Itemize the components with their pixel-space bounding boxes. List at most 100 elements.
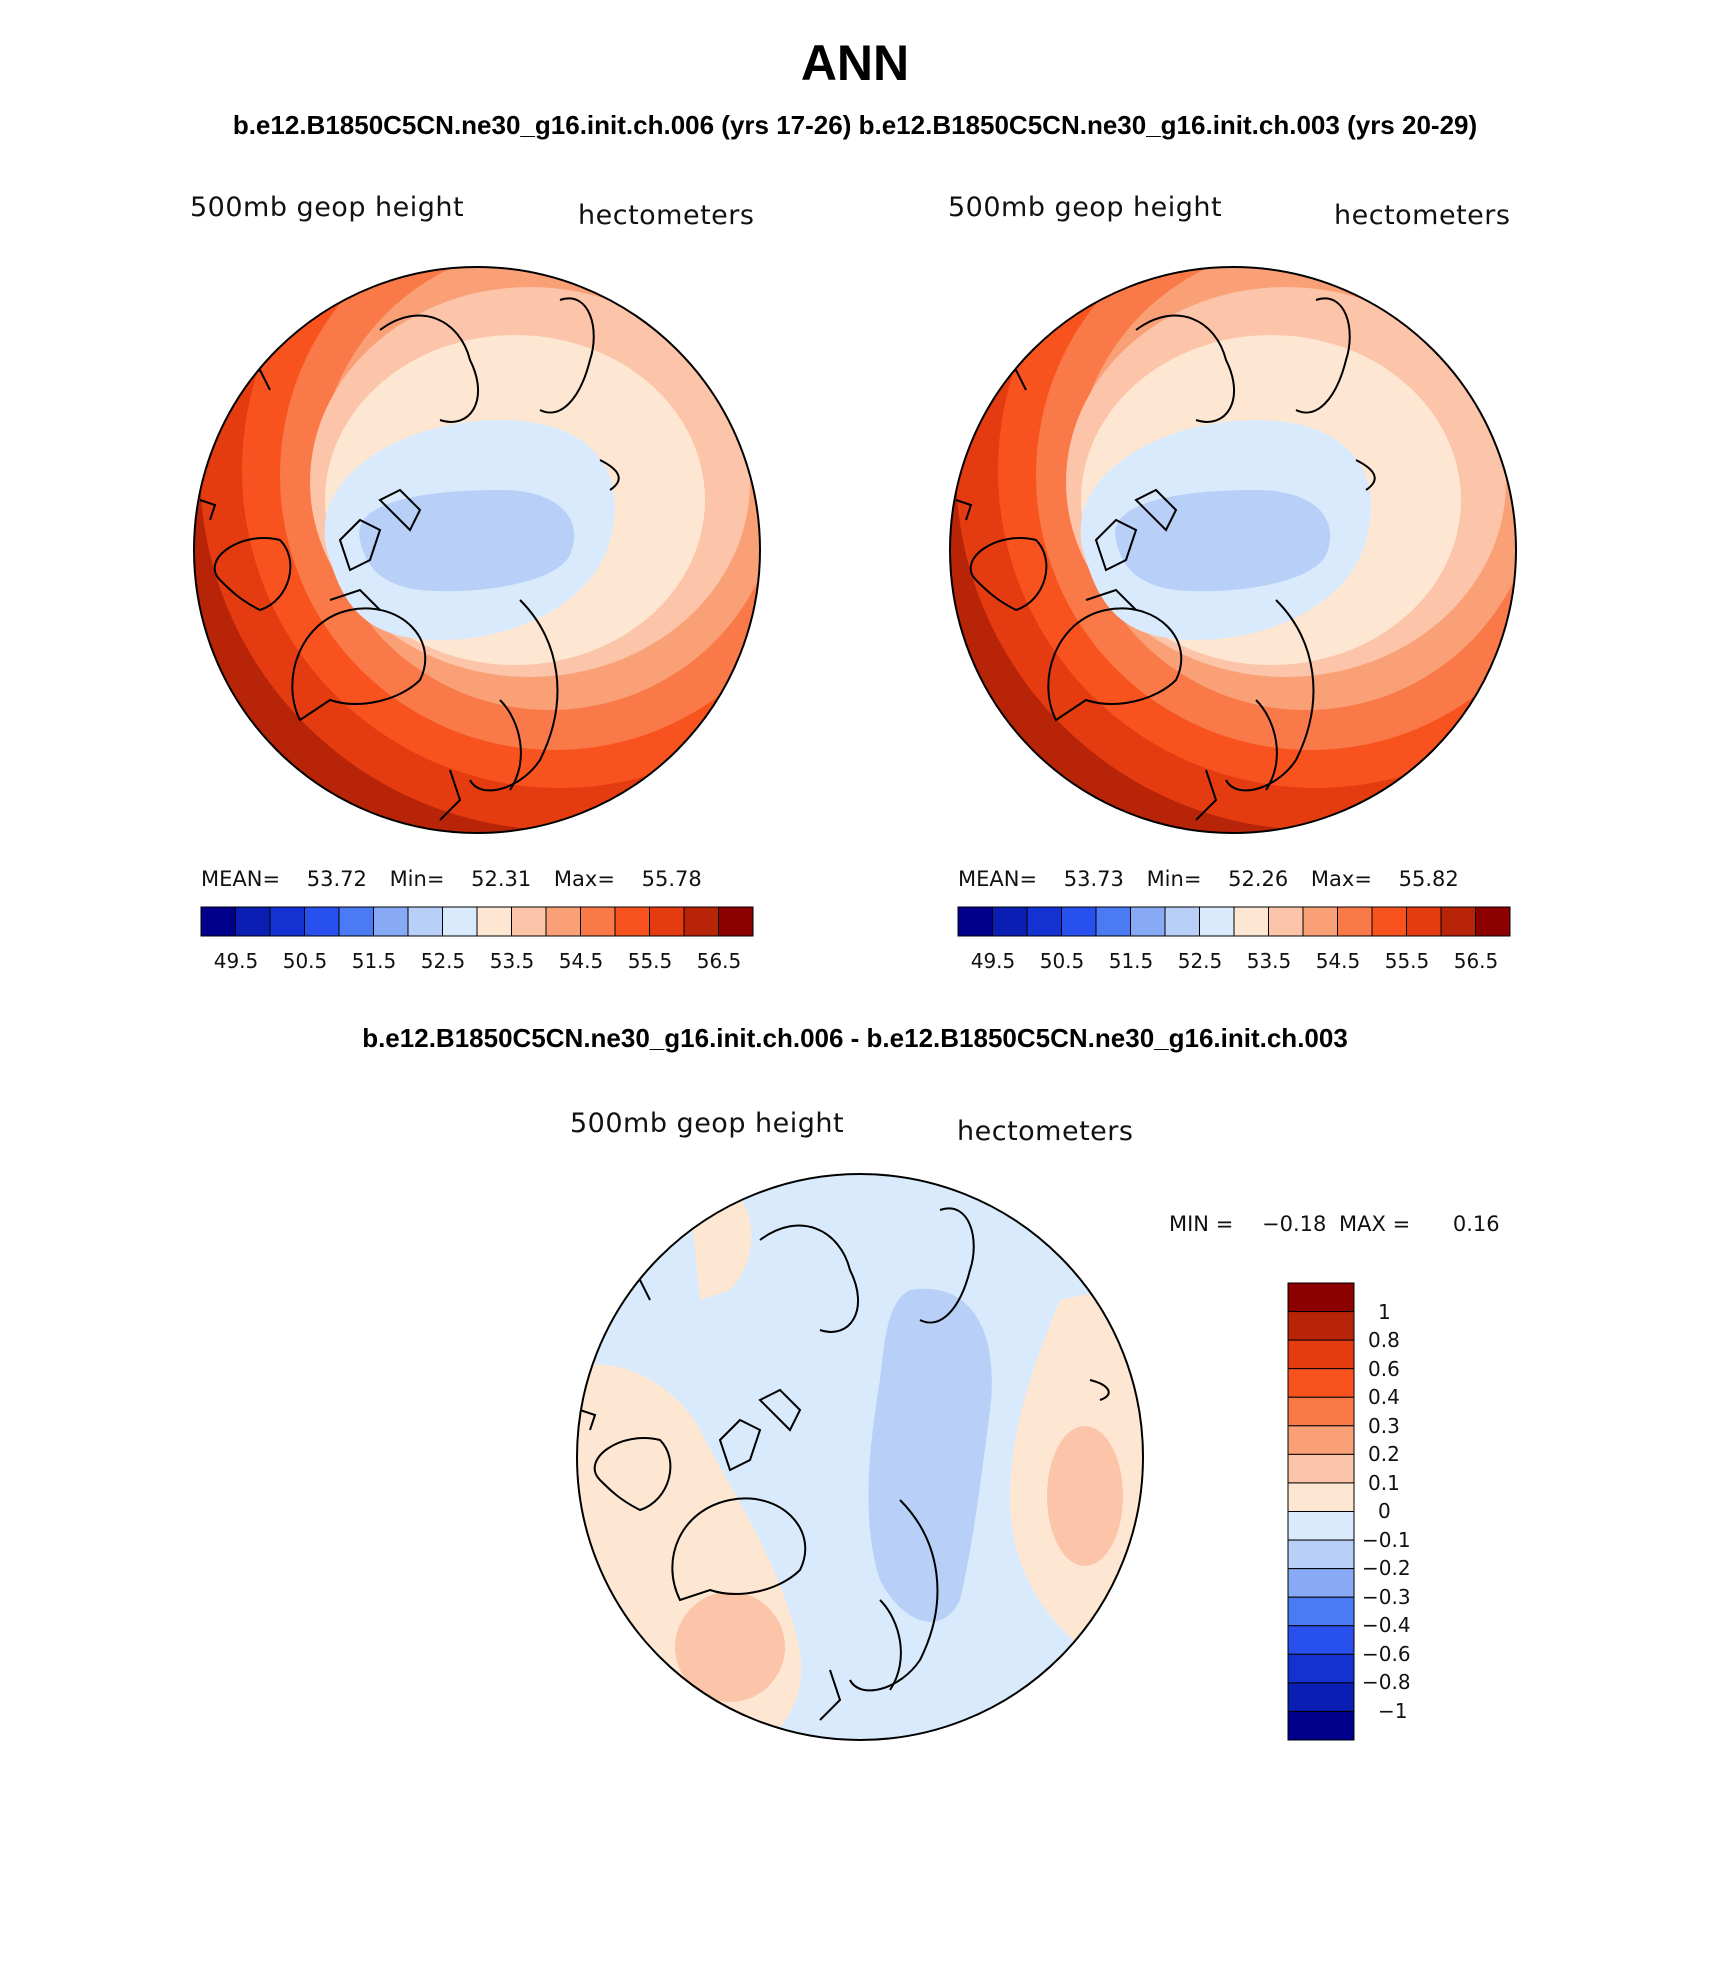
colorbar-tick: 56.5 xyxy=(696,949,742,973)
min-label: Min= xyxy=(1146,867,1202,891)
colorbar-swatch xyxy=(1371,906,1407,937)
max-value: 55.78 xyxy=(641,867,702,891)
diff-max-label: MAX = xyxy=(1339,1212,1411,1236)
diff-map xyxy=(577,1174,1143,1740)
colorbar-tick: −0.1 xyxy=(1362,1528,1411,1552)
colorbar-tick: 55.5 xyxy=(627,949,673,973)
colorbar-tick: 55.5 xyxy=(1384,949,1430,973)
colorbar-tick: 0.4 xyxy=(1368,1385,1400,1409)
colorbar-swatch xyxy=(235,906,271,937)
panel-b-variable: 500mb geop height xyxy=(948,192,1223,223)
colorbar-swatch xyxy=(373,906,409,937)
diff-stats: MIN = −0.18 MAX = 0.16 xyxy=(1169,1212,1500,1236)
colorbar-swatch xyxy=(1287,1425,1355,1455)
colorbar-tick: −0.6 xyxy=(1362,1642,1411,1666)
colorbar-swatch xyxy=(1199,906,1235,937)
colorbar-swatch xyxy=(614,906,650,937)
colorbar-swatch xyxy=(957,906,993,937)
mean-label: MEAN= xyxy=(958,867,1038,891)
colorbar-swatch xyxy=(1268,906,1304,937)
colorbar-swatch xyxy=(200,906,236,937)
colorbar-tick: 52.5 xyxy=(1177,949,1223,973)
colorbar-swatch xyxy=(1026,906,1062,937)
colorbar-tick: −0.4 xyxy=(1362,1613,1411,1637)
colorbar-swatch xyxy=(1287,1511,1355,1541)
colorbar-tick: 0.3 xyxy=(1368,1414,1400,1438)
colorbar-swatch xyxy=(718,906,754,937)
coastlines xyxy=(199,297,620,821)
min-value: 52.26 xyxy=(1228,867,1289,891)
colorbar-swatch xyxy=(1287,1596,1355,1627)
colorbar-swatch xyxy=(1287,1568,1355,1598)
min-value: 52.31 xyxy=(471,867,532,891)
colorbar-swatch xyxy=(1095,906,1131,937)
colorbar-tick: 0.6 xyxy=(1368,1357,1400,1381)
colorbar-tick: 0.2 xyxy=(1368,1442,1400,1466)
contour-band xyxy=(359,490,575,592)
panel-b-map-border xyxy=(949,266,1517,834)
colorbar-swatch xyxy=(1337,906,1373,937)
colorbar-swatch xyxy=(1287,1710,1355,1741)
colorbar-swatch xyxy=(1287,1482,1355,1512)
colorbar-swatch xyxy=(1287,1682,1355,1712)
diff-map-border xyxy=(576,1173,1144,1741)
panel-a-colorbar xyxy=(200,906,754,937)
colorbar-swatch xyxy=(1287,1311,1355,1341)
contour-band xyxy=(1115,490,1331,592)
panel-b-map xyxy=(950,267,1516,833)
coastlines xyxy=(955,297,1376,821)
colorbar-swatch xyxy=(338,906,374,937)
max-value: 55.82 xyxy=(1398,867,1459,891)
colorbar-swatch xyxy=(1287,1539,1355,1570)
panel-a-stats: MEAN= 53.72 Min= 52.31 Max= 55.78 xyxy=(201,867,702,891)
subtitle-case-a: b.e12.B1850C5CN.ne30_g16.init.ch.006 (yr… xyxy=(232,110,852,140)
contour-band xyxy=(1047,1426,1123,1566)
colorbar-swatch xyxy=(442,906,478,937)
colorbar-tick: 53.5 xyxy=(489,949,535,973)
colorbar-tick: 49.5 xyxy=(213,949,259,973)
min-label: Min= xyxy=(389,867,445,891)
diff-min-label: MIN = xyxy=(1169,1212,1234,1236)
colorbar-swatch xyxy=(511,906,547,937)
colorbar-swatch xyxy=(1302,906,1338,937)
diff-min-value: −0.18 xyxy=(1261,1212,1327,1236)
mean-value: 53.72 xyxy=(306,867,367,891)
mean-value: 53.73 xyxy=(1063,867,1124,891)
diff-max-value: 0.16 xyxy=(1452,1212,1500,1236)
max-label: Max= xyxy=(553,867,615,891)
subtitle-case-b: b.e12.B1850C5CN.ne30_g16.init.ch.003 (yr… xyxy=(858,110,1478,140)
colorbar-tick: −0.3 xyxy=(1362,1585,1411,1609)
diff-units: hectometers xyxy=(957,1116,1134,1147)
colorbar-swatch xyxy=(683,906,719,937)
panel-a-map xyxy=(194,267,760,833)
colorbar-tick: 53.5 xyxy=(1246,949,1292,973)
contour-band xyxy=(868,1288,992,1622)
colorbar-swatch xyxy=(580,906,616,937)
colorbar-swatch xyxy=(1287,1396,1355,1427)
colorbar-swatch xyxy=(1287,1625,1355,1655)
colorbar-tick: 0.8 xyxy=(1368,1328,1400,1352)
coastlines xyxy=(579,1207,1110,1721)
diff-colorbar xyxy=(1287,1282,1355,1741)
colorbar-swatch xyxy=(545,906,581,937)
colorbar-tick: −0.8 xyxy=(1362,1670,1411,1694)
contour-band xyxy=(675,1592,785,1702)
colorbar-tick: 52.5 xyxy=(420,949,466,973)
colorbar-tick: 1 xyxy=(1378,1300,1391,1324)
colorbar-swatch xyxy=(1440,906,1476,937)
colorbar-swatch xyxy=(269,906,305,937)
mean-label: MEAN= xyxy=(201,867,281,891)
colorbar-swatch xyxy=(1061,906,1097,937)
colorbar-swatch xyxy=(1475,906,1511,937)
colorbar-tick: 51.5 xyxy=(1108,949,1154,973)
colorbar-swatch xyxy=(407,906,443,937)
colorbar-tick: 54.5 xyxy=(1315,949,1361,973)
figure-subtitle: b.e12.B1850C5CN.ne30_g16.init.ch.006 (yr… xyxy=(0,110,1710,141)
colorbar-swatch xyxy=(1287,1339,1355,1370)
colorbar-swatch xyxy=(1130,906,1166,937)
difference-title: b.e12.B1850C5CN.ne30_g16.init.ch.006 - b… xyxy=(362,1023,1348,1053)
panel-b-units: hectometers xyxy=(1334,200,1511,231)
colorbar-tick: −0.2 xyxy=(1362,1556,1411,1580)
colorbar-swatch xyxy=(649,906,685,937)
